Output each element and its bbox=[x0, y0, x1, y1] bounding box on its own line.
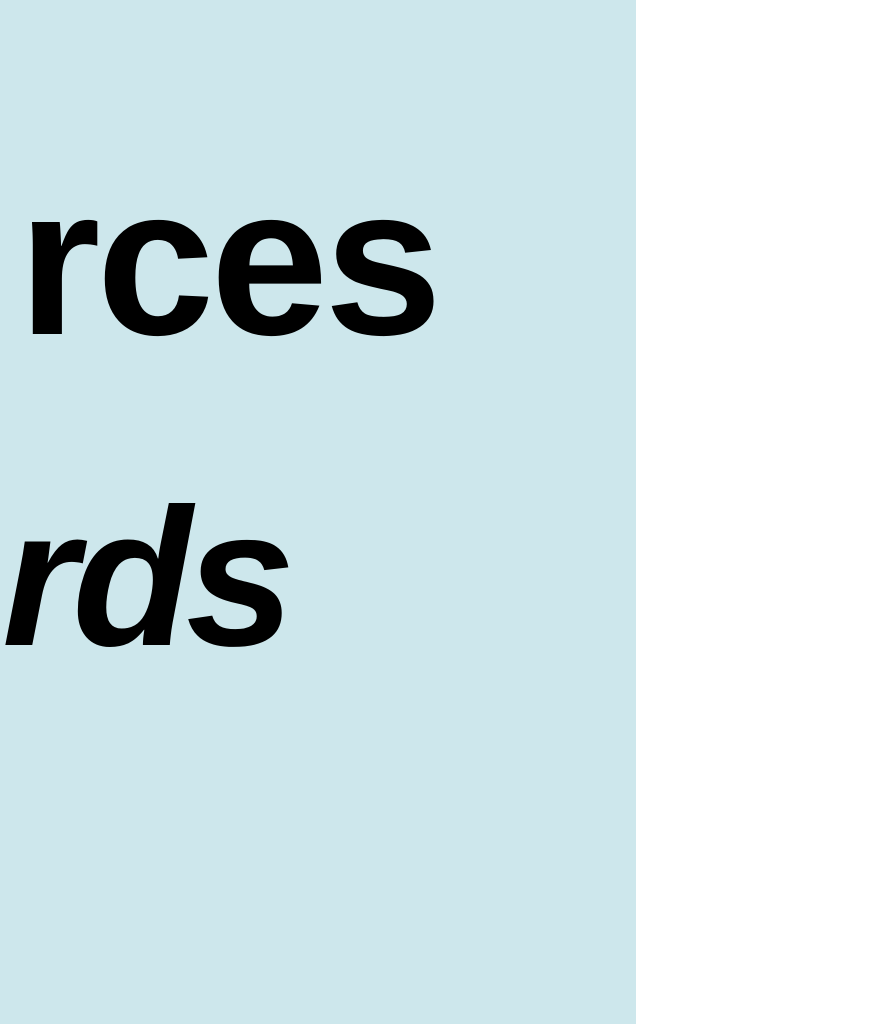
heading-fragment-rces: rces bbox=[18, 142, 442, 379]
light-blue-panel: rces rds bbox=[0, 0, 636, 1024]
heading-fragment-rds: rds bbox=[2, 468, 295, 687]
